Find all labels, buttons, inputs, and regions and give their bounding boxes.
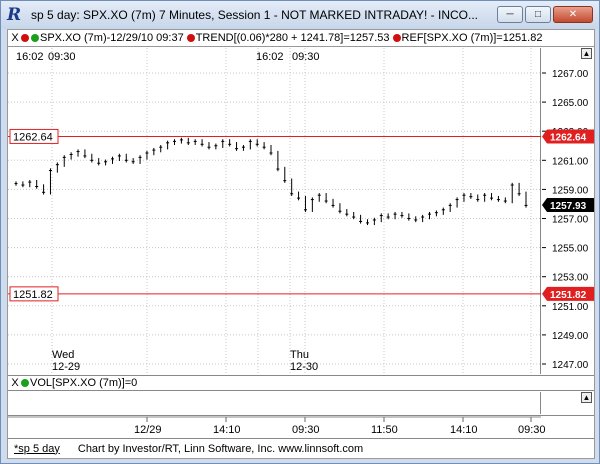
day1-date: 12-29 (52, 361, 80, 373)
price-bars (14, 137, 528, 226)
series-label[interactable]: SPX.XO (7m)-12/29/10 09:37 (40, 32, 184, 44)
time-label-left-a: 16:02 (16, 51, 44, 63)
axis-last-price-badge: 1257.93 (550, 201, 587, 212)
axis-upper-ref-badge: 1262.64 (550, 132, 587, 143)
minimize-icon: ─ (506, 9, 514, 20)
time-label-mid-a: 16:02 (256, 51, 284, 63)
axis-tick-label-1: 1265.00 (552, 98, 589, 109)
time-label-mid-b: 09:30 (292, 51, 320, 63)
chart-tab[interactable]: *sp 5 day (14, 442, 60, 455)
legend-close-button[interactable]: X (11, 32, 19, 44)
axis-tick-label-5: 1257.00 (552, 215, 589, 226)
axis-upper-ref-badge-box (542, 129, 594, 144)
volume-close-button[interactable]: X (11, 377, 19, 389)
up-arrow-icon: ▲ (582, 49, 591, 58)
ref-label-0: 1262.64 (13, 131, 53, 143)
axis-lower-ref-badge-box (542, 286, 594, 301)
maximize-icon: □ (534, 9, 542, 20)
date-tick-2: 09:30 (292, 424, 320, 436)
ref-label-box-1 (9, 286, 59, 302)
axis-tick-label-7: 1253.00 (552, 273, 589, 284)
volume-status-icon[interactable] (21, 379, 29, 387)
price-chart[interactable]: 16:02 09:30 16:02 09:30 1262.64 1251.82 W… (8, 48, 541, 374)
close-icon: ✕ (568, 9, 578, 20)
date-tick-0: 12/29 (134, 424, 162, 436)
reference-lines: 1262.64 1251.82 (8, 128, 541, 302)
date-tick-5: 09:30 (518, 424, 546, 436)
volume-legend: X VOL[SPX.XO (7m)]=0 (8, 375, 594, 391)
time-label-left-b: 09:30 (48, 51, 76, 63)
date-axis[interactable]: 12/29 14:10 09:30 11:50 14:10 09:30 (8, 415, 594, 437)
scroll-up-button[interactable]: ▲ (581, 48, 592, 59)
axis-lower-ref-badge: 1251.82 (550, 290, 587, 301)
day2-name: Thu (290, 349, 309, 361)
window-controls: ─ □ ✕ (497, 6, 593, 23)
ref-label-box-0 (9, 128, 59, 144)
day2-date: 12-30 (290, 361, 318, 373)
price-axis-svg: 1267.001265.001263.001261.001259.001257.… (542, 69, 594, 371)
ref-color-icon[interactable] (392, 34, 401, 42)
series-color-icon[interactable] (21, 34, 29, 42)
axis-tick-label-4: 1259.00 (552, 185, 589, 196)
up-arrow-icon: ▲ (582, 393, 591, 402)
app-logo-icon: R (7, 5, 22, 25)
ref-label-1: 1251.82 (13, 289, 53, 301)
date-tick-4: 14:10 (450, 424, 478, 436)
volume-scroll-button[interactable]: ▲ (581, 392, 592, 403)
status-bar: *sp 5 day Chart by Investor/RT, Linn Sof… (8, 438, 594, 458)
chart-window: X SPX.XO (7m)-12/29/10 09:37 TREND[(0.06… (7, 29, 595, 459)
chart-legend: X SPX.XO (7m)-12/29/10 09:37 TREND[(0.06… (8, 30, 594, 47)
axis-tick-label-6: 1255.00 (552, 244, 589, 255)
maximize-button[interactable]: □ (525, 6, 551, 23)
price-axis[interactable]: 1267.001265.001263.001261.001259.001257.… (542, 48, 594, 374)
axis-tick-label-3: 1261.00 (552, 156, 589, 167)
horizontal-gridlines (8, 72, 541, 365)
credit-text: Chart by Investor/RT, Linn Software, Inc… (77, 442, 364, 455)
volume-pane[interactable] (8, 392, 541, 414)
vertical-gridlines (51, 48, 532, 374)
minimize-button[interactable]: ─ (497, 6, 523, 23)
axis-last-price-badge-box (542, 197, 594, 212)
axis-tick-label-10: 1247.00 (552, 360, 589, 371)
series-status-icon[interactable] (31, 34, 39, 42)
close-button[interactable]: ✕ (553, 6, 593, 23)
day1-name: Wed (52, 349, 74, 361)
date-tick-1: 14:10 (213, 424, 241, 436)
volume-label[interactable]: VOL[SPX.XO (7m)]=0 (30, 377, 138, 389)
ref-label[interactable]: REF[SPX.XO (7m)]=1251.82 (401, 32, 543, 44)
window-title: sp 5 day: SPX.XO (7m) 7 Minutes, Session… (31, 8, 479, 22)
axis-tick-label-0: 1267.00 (552, 69, 589, 80)
axis-tick-label-9: 1249.00 (552, 331, 589, 342)
axis-tick-label-8: 1251.00 (552, 302, 589, 313)
price-chart-svg: 16:02 09:30 16:02 09:30 1262.64 1251.82 W… (8, 48, 541, 374)
title-bar[interactable]: R sp 5 day: SPX.XO (7m) 7 Minutes, Sessi… (1, 1, 599, 29)
trend-color-icon[interactable] (186, 34, 195, 42)
date-tick-3: 11:50 (371, 424, 398, 436)
trend-label[interactable]: TREND[(0.06)*280 + 1241.78]=1257.53 (195, 32, 390, 44)
date-axis-svg: 12/29 14:10 09:30 11:50 14:10 09:30 (8, 416, 546, 436)
